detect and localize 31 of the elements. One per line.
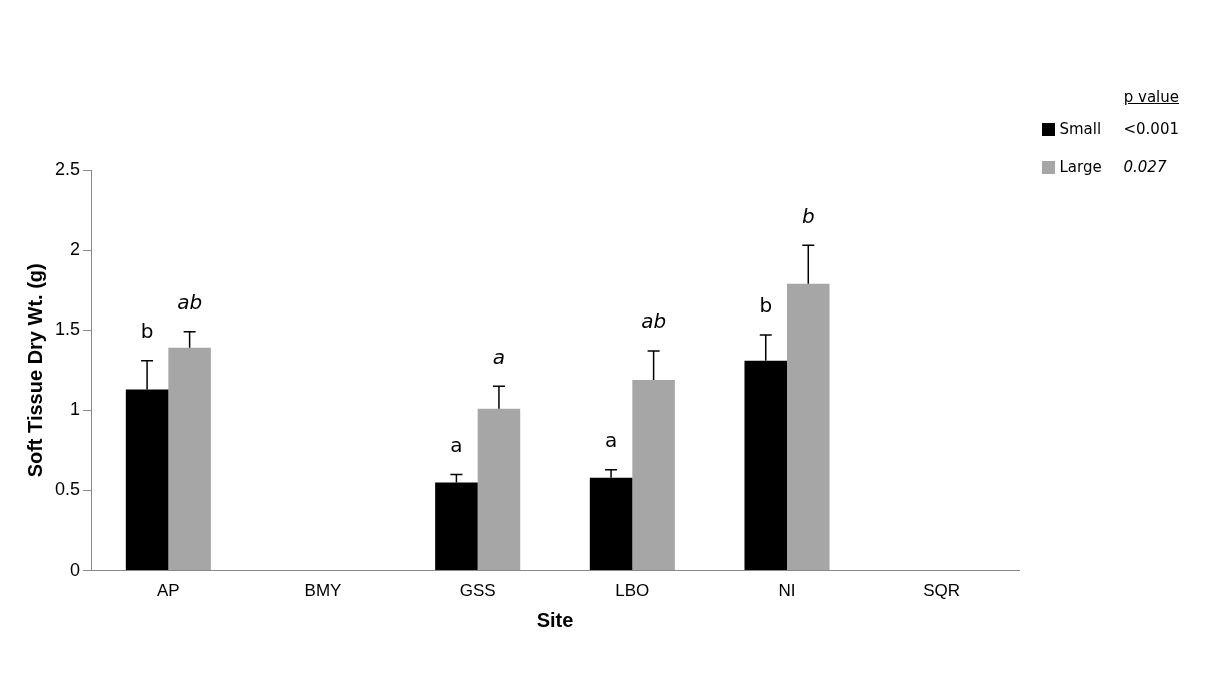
y-tick-label: 2.5 <box>54 158 81 179</box>
text: p value <box>1122 88 1179 106</box>
y-axis-title: Soft Tissue Dry Wt. (g) <box>23 263 46 478</box>
x-tick-label: NI <box>778 581 796 601</box>
annotation: ab <box>177 290 203 315</box>
annotation: ab <box>641 309 667 334</box>
legend-label: Large <box>1059 158 1103 176</box>
text: <0.001 <box>1123 120 1179 138</box>
bar <box>632 379 675 571</box>
bar <box>787 283 830 571</box>
y-tick-label: 2 <box>70 239 81 260</box>
y-tick-label: 1.5 <box>54 319 81 340</box>
legend-label: Small <box>1059 120 1103 138</box>
annotation: b <box>801 203 815 228</box>
annotation: b <box>140 318 154 343</box>
x-axis-title: Site <box>536 608 574 631</box>
x-tick-label: GSS <box>459 581 496 601</box>
x-tick-label: LBO <box>615 581 650 601</box>
annotation: a <box>450 432 463 457</box>
y-tick-label: 0.5 <box>54 479 81 500</box>
annotation: a <box>492 344 506 369</box>
x-tick-label: BMY <box>304 581 342 601</box>
bar <box>168 347 211 571</box>
text: 0.027 <box>1123 158 1167 176</box>
y-tick-label: 1 <box>70 399 81 420</box>
y-tick-label: 0 <box>70 559 81 580</box>
annotation: a <box>604 427 618 452</box>
bar <box>477 408 521 571</box>
annotation: b <box>759 293 773 318</box>
x-tick-label: SQR <box>923 581 961 601</box>
x-tick-label: AP <box>157 581 180 601</box>
